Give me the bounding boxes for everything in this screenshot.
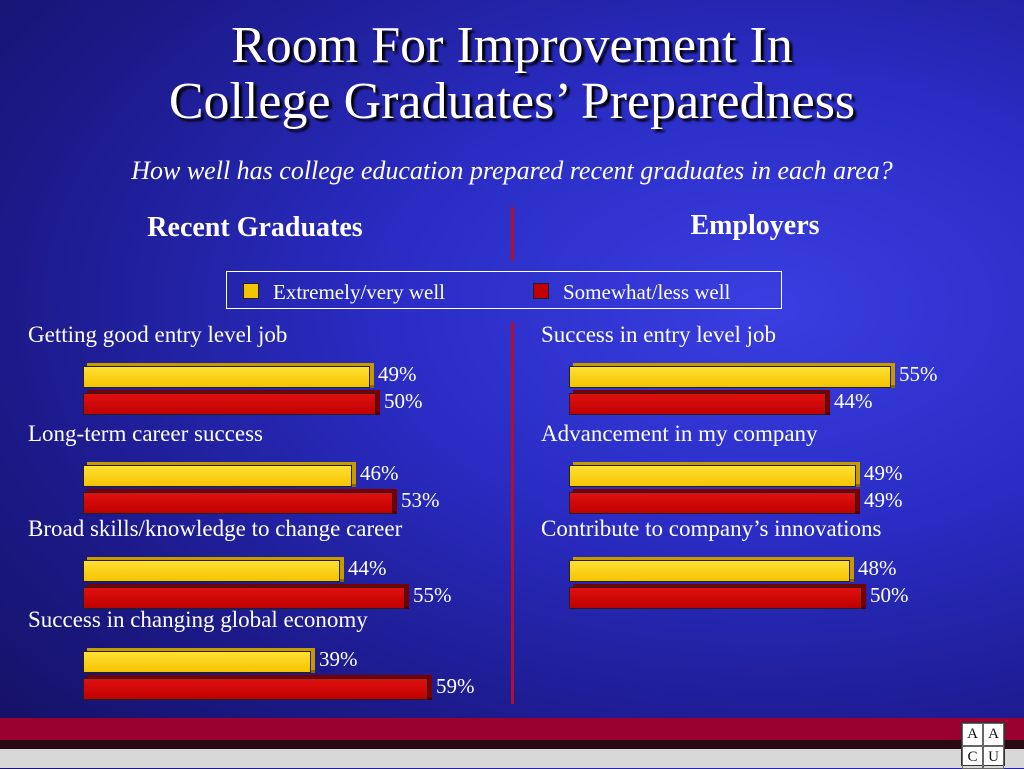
logo-letter-2: A bbox=[983, 723, 1004, 746]
data-label: 55% bbox=[899, 362, 938, 386]
legend-swatch-extremely bbox=[243, 283, 259, 299]
bar-extremely bbox=[83, 651, 311, 673]
bar-somewhat bbox=[569, 492, 856, 514]
footer-band bbox=[0, 749, 1024, 768]
legend-label-extremely: Extremely/very well bbox=[273, 280, 446, 304]
legend-swatch-somewhat bbox=[533, 283, 549, 299]
category-label: Getting good entry level job bbox=[28, 322, 288, 347]
data-label: 53% bbox=[401, 488, 440, 512]
category-label: Broad skills/knowledge to change career bbox=[28, 516, 403, 541]
bar-somewhat bbox=[569, 393, 826, 415]
bar-extremely bbox=[569, 465, 856, 487]
bar-extremely bbox=[569, 366, 891, 388]
category-label: Success in entry level job bbox=[541, 322, 777, 347]
right-column-heading: Employers bbox=[690, 210, 820, 241]
footer-stripe bbox=[0, 718, 1024, 740]
logo-letter-3: C bbox=[962, 746, 983, 769]
legend: Extremely/very well Somewhat/less well bbox=[226, 271, 782, 309]
column-divider bbox=[511, 322, 514, 704]
data-label: 46% bbox=[360, 461, 399, 485]
bar-somewhat bbox=[83, 492, 393, 514]
category-label: Contribute to company’s innovations bbox=[541, 516, 882, 541]
data-label: 44% bbox=[348, 556, 387, 580]
data-label: 49% bbox=[864, 461, 903, 485]
category-label: Advancement in my company bbox=[541, 421, 818, 446]
legend-label-somewhat: Somewhat/less well bbox=[563, 280, 731, 304]
data-label: 44% bbox=[834, 389, 873, 413]
bar-somewhat bbox=[83, 587, 405, 609]
bar-extremely bbox=[83, 560, 340, 582]
data-label: 49% bbox=[378, 362, 417, 386]
title-line-2: College Graduates’ Preparedness bbox=[168, 73, 856, 130]
bar-extremely bbox=[569, 560, 850, 582]
logo-letter-1: A bbox=[962, 723, 983, 746]
data-label: 49% bbox=[864, 488, 903, 512]
bar-somewhat bbox=[83, 678, 428, 700]
data-label: 59% bbox=[436, 674, 475, 698]
data-label: 50% bbox=[870, 583, 909, 607]
footer-stripe-dark bbox=[0, 740, 1024, 749]
bar-somewhat bbox=[569, 587, 862, 609]
aacu-logo: A A C U bbox=[961, 722, 1005, 769]
slide-subtitle: How well has college education prepared … bbox=[131, 156, 893, 185]
left-column-heading: Recent Graduates bbox=[147, 212, 363, 243]
category-label: Long-term career success bbox=[28, 421, 263, 446]
title-line-1: Room For Improvement In bbox=[231, 17, 793, 74]
heading-divider bbox=[511, 207, 514, 261]
data-label: 39% bbox=[319, 647, 358, 671]
logo-letter-4: U bbox=[983, 746, 1004, 769]
bar-extremely bbox=[83, 366, 370, 388]
category-label: Success in changing global economy bbox=[28, 607, 368, 632]
data-label: 50% bbox=[384, 389, 423, 413]
data-label: 55% bbox=[413, 583, 452, 607]
slide-title: Room For Improvement In College Graduate… bbox=[0, 18, 1024, 130]
bar-somewhat bbox=[83, 393, 376, 415]
bar-extremely bbox=[83, 465, 352, 487]
data-label: 48% bbox=[858, 556, 897, 580]
